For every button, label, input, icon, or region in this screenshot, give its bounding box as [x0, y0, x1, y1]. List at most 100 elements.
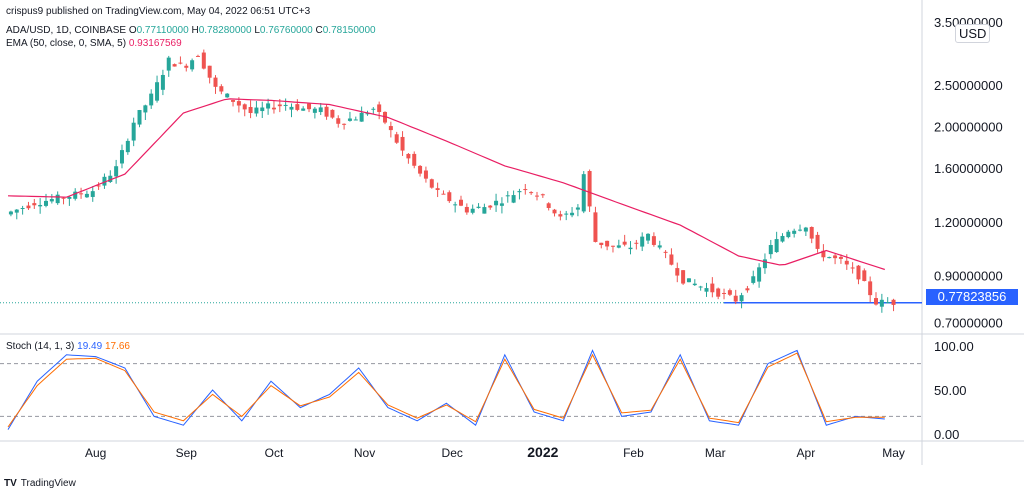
close-value: 0.78150000 — [322, 25, 376, 36]
candle-body — [207, 65, 212, 78]
candle-body — [838, 256, 843, 259]
time-tick-label: May — [882, 446, 905, 460]
candle-body — [686, 278, 691, 283]
tradingview-logo-icon: TV — [4, 478, 17, 489]
stoch-k-value: 19.49 — [77, 341, 103, 352]
stoch-legend: Stoch (14, 1, 3) 19.49 17.66 — [6, 341, 130, 352]
candle-body — [722, 292, 727, 294]
candle-body — [891, 299, 896, 305]
candle-body — [125, 140, 130, 153]
candle-body — [14, 209, 19, 213]
currency-badge[interactable]: USD — [955, 24, 991, 43]
candle-body — [534, 195, 539, 197]
stoch-label[interactable]: Stoch (14, 1, 3) — [6, 341, 75, 352]
candle-body — [38, 204, 43, 207]
candle-body — [336, 118, 341, 124]
last-price-label: 0.77823856 — [926, 289, 1018, 305]
candle-body — [318, 107, 323, 113]
candle-body — [599, 242, 604, 245]
candle-body — [681, 270, 686, 284]
candle-body — [850, 267, 855, 269]
candle-body — [266, 103, 271, 109]
candle-body — [236, 101, 241, 106]
open-label: O — [128, 25, 137, 36]
candle-body — [552, 209, 557, 214]
candle-body — [114, 166, 119, 177]
candle-body — [739, 295, 744, 302]
candle-body — [61, 197, 66, 199]
candle-body — [575, 207, 580, 210]
candle-body — [20, 208, 25, 210]
candle-body — [277, 104, 282, 107]
candle-body — [324, 106, 329, 117]
candle-body — [546, 203, 551, 208]
candle-body — [429, 179, 434, 188]
ema-label[interactable]: EMA (50, close, 0, SMA, 5) — [6, 38, 127, 49]
candle-body — [231, 100, 236, 102]
time-tick-label: Dec — [442, 446, 463, 460]
candle-body — [862, 270, 867, 281]
candle-body — [225, 93, 230, 98]
candle-body — [464, 206, 469, 213]
candle-body — [610, 245, 615, 247]
price-tick-label: 1.20000000 — [934, 215, 1003, 230]
candle-body — [219, 86, 224, 92]
stoch-tick-label: 0.00 — [934, 427, 959, 442]
time-tick-label: Nov — [354, 446, 375, 460]
candle-body — [856, 265, 861, 280]
candle-body — [476, 206, 481, 208]
candle-body — [821, 250, 826, 258]
candle-body — [833, 255, 838, 259]
candle-body — [470, 208, 475, 213]
price-tick-label: 0.70000000 — [934, 316, 1003, 331]
candle-body — [347, 118, 352, 121]
candle-body — [657, 245, 662, 248]
candle-body — [43, 200, 48, 206]
candle-body — [564, 213, 569, 215]
time-tick-label: Apr — [797, 446, 816, 460]
candle-body — [675, 268, 680, 276]
ohlc-legend: ADA/USD, 1D, COINBASE O0.77110000 H0.782… — [6, 25, 376, 36]
time-tick-label: 2022 — [527, 444, 558, 460]
candle-body — [453, 204, 458, 206]
candle-body — [646, 233, 651, 241]
candle-body — [651, 236, 656, 245]
time-tick-label: Mar — [705, 446, 726, 460]
candle-body — [605, 240, 610, 247]
candle-body — [634, 242, 639, 244]
symbol-label[interactable]: ADA/USD, 1D, COINBASE — [6, 25, 127, 36]
candle-body — [494, 200, 499, 206]
candle-body — [751, 276, 756, 283]
candle-body — [874, 298, 879, 305]
stoch-tick-label: 100.00 — [934, 339, 974, 354]
candle-body — [733, 295, 738, 302]
candle-body — [792, 230, 797, 234]
candle-body — [96, 185, 101, 187]
candle-body — [73, 191, 78, 199]
candle-body — [587, 171, 592, 207]
ema-legend: EMA (50, close, 0, SMA, 5) 0.93167569 — [6, 38, 182, 49]
candle-body — [704, 288, 709, 292]
candle-body — [809, 226, 814, 239]
candle-body — [768, 245, 773, 255]
candle-body — [295, 104, 300, 110]
candle-body — [780, 235, 785, 242]
candle-body — [827, 257, 832, 259]
candle-body — [529, 192, 534, 194]
candle-body — [441, 193, 446, 195]
candle-body — [79, 193, 84, 195]
candle-body — [90, 191, 95, 197]
candle-body — [745, 288, 750, 291]
open-value: 0.77110000 — [136, 25, 189, 36]
candle-body — [67, 196, 72, 199]
candle-body — [55, 194, 60, 204]
candle-body — [558, 214, 563, 217]
candle-body — [447, 192, 452, 202]
candle-body — [459, 199, 463, 206]
candle-body — [762, 259, 767, 269]
candle-body — [570, 212, 575, 216]
candle-body — [371, 108, 376, 110]
candle-body — [190, 60, 195, 70]
time-tick-label: Oct — [265, 446, 284, 460]
